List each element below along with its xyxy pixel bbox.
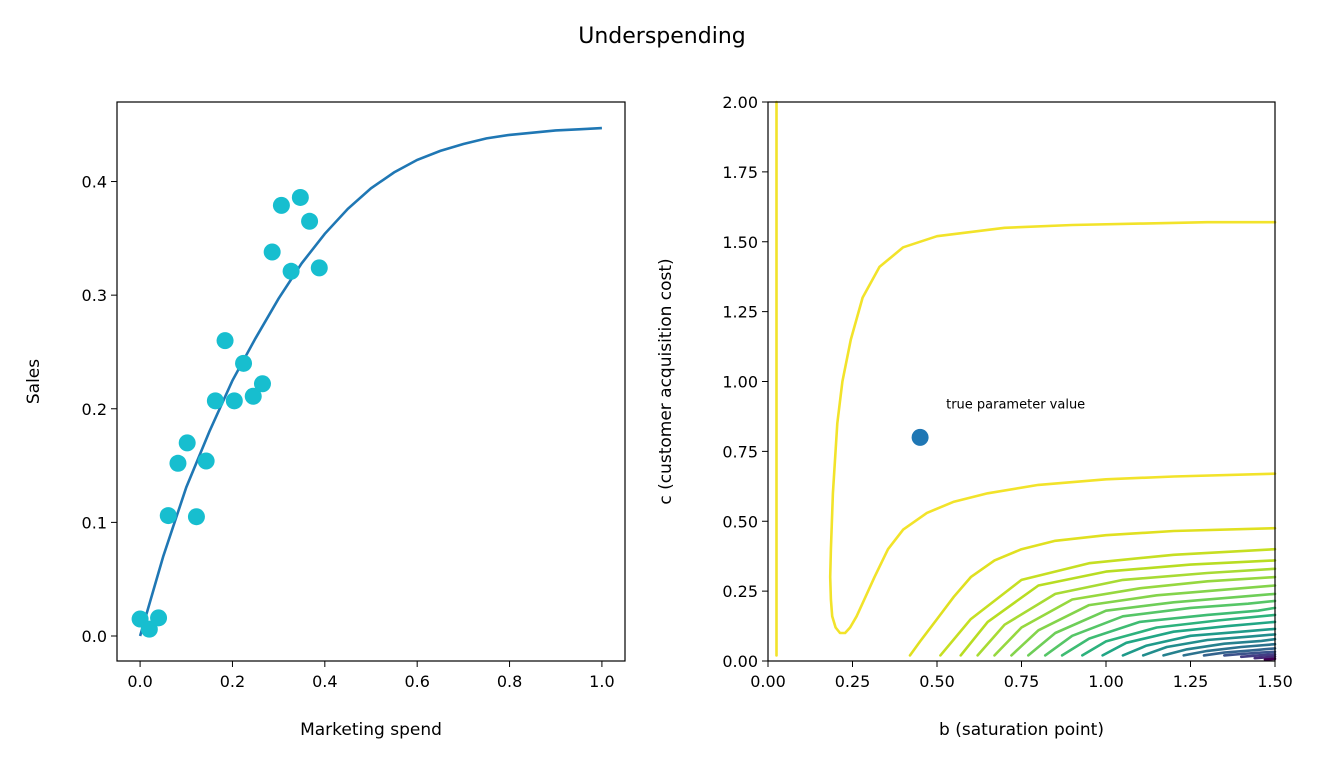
contour-line-11 — [1101, 620, 1277, 657]
contour-line-16 — [1202, 647, 1277, 657]
right-plot-ticks: 0.00 0.25 0.50 0.75 1.00 1.25 1.50 0.00 0.25 0.50… — [722, 93, 1292, 691]
left-plot-ytick-label: 0.0 — [82, 627, 107, 646]
left-plot-ytick-label: 0.1 — [82, 513, 107, 532]
right-plot-ytick-label: 1.00 — [722, 373, 758, 392]
right-plot-ytick-label: 0.75 — [722, 442, 758, 461]
figure-title: Underspending — [578, 24, 745, 49]
left-plot-frame — [116, 101, 626, 662]
contour-line-1 — [908, 526, 1277, 657]
data-point — [225, 392, 243, 410]
contour-line-5 — [993, 575, 1277, 657]
left-plot-content — [131, 126, 602, 638]
left-plot-ticks: 0.0 0.2 0.4 0.6 0.8 1.0 0.0 0.1 0.2 0.3 0.4 — [82, 173, 615, 691]
data-point — [244, 387, 262, 405]
data-point — [178, 434, 196, 452]
right-plot-ytick-label: 1.50 — [722, 233, 758, 252]
contour-line-20 — [1263, 657, 1277, 661]
right-plot-xtick-label: 1.00 — [1088, 672, 1124, 691]
data-point — [206, 392, 224, 410]
data-point — [235, 354, 253, 372]
data-point — [301, 212, 319, 230]
left-plot-xtick-label: 0.6 — [404, 672, 429, 691]
contour-line-7 — [1027, 592, 1277, 657]
left-plot-xtick-label: 0.4 — [312, 672, 337, 691]
data-point — [197, 452, 215, 470]
right-plot-xtick-label: 0.50 — [919, 672, 955, 691]
left-plot-ytick-label: 0.4 — [82, 173, 107, 192]
right-plot-ytick-label: 2.00 — [722, 93, 758, 112]
data-point — [310, 259, 328, 277]
contour-line-19 — [1253, 655, 1277, 660]
left-plot-ytick-label: 0.3 — [82, 286, 107, 305]
right-plot-ytick-label: 0.50 — [722, 512, 758, 531]
left-plot-ytick-label: 0.2 — [82, 400, 107, 419]
contour-line-12 — [1121, 627, 1277, 657]
right-plot-xtick-label: 1.25 — [1173, 672, 1209, 691]
left-plot-xtick-label: 0.2 — [220, 672, 245, 691]
data-point — [140, 620, 158, 638]
right-plot-xtick-label: 0.00 — [750, 672, 786, 691]
true-parameter-marker — [911, 428, 929, 446]
data-point — [282, 262, 300, 280]
data-point — [291, 188, 309, 206]
left-plot-xtick-label: 0.8 — [497, 672, 522, 691]
right-plot-ytick-label: 0.00 — [722, 652, 758, 671]
contour-line-3 — [959, 559, 1277, 657]
contour-line-9 — [1060, 606, 1277, 657]
data-point — [253, 375, 271, 393]
contour-line-8 — [1043, 599, 1277, 657]
right-plot-xtick-label: 0.75 — [1004, 672, 1040, 691]
data-point — [272, 196, 290, 214]
contour-line-14 — [1162, 637, 1277, 657]
contour-line-2 — [939, 547, 1277, 657]
left-plot: 0.0 0.2 0.4 0.6 0.8 1.0 0.0 0.1 0.2 0.3 0.4 Market… — [24, 101, 626, 740]
right-plot-frame — [767, 101, 1276, 662]
contour-line-0 — [828, 220, 1277, 635]
right-plot: true parameter value 0.00 0.25 0.50 0.75 1.0… — [656, 93, 1293, 740]
right-plot-ytick-label: 0.25 — [722, 582, 758, 601]
contour-line-13 — [1141, 633, 1277, 657]
contour-line-10 — [1081, 613, 1277, 657]
left-plot-xtick-label: 1.0 — [589, 672, 614, 691]
right-plot-xtick-label: 1.50 — [1257, 672, 1293, 691]
contour-line-6 — [1010, 584, 1277, 657]
left-plot-xtick-label: 0.0 — [127, 672, 152, 691]
right-plot-xlabel: b (saturation point) — [939, 720, 1104, 740]
left-plot-xlabel: Marketing spend — [300, 720, 442, 740]
right-plot-content: true parameter value — [775, 100, 1277, 661]
contour-line-4 — [976, 567, 1277, 657]
fitted-curve — [138, 126, 602, 637]
data-point — [169, 454, 187, 472]
contour-line-15 — [1182, 642, 1277, 657]
true-parameter-annotation: true parameter value — [946, 397, 1085, 412]
data-point — [150, 609, 168, 627]
right-plot-ytick-label: 1.75 — [722, 163, 758, 182]
left-plot-ylabel: Sales — [24, 359, 44, 404]
data-point — [159, 507, 177, 525]
data-point — [216, 332, 234, 350]
right-plot-ylabel: c (customer acquisition cost) — [656, 258, 676, 504]
contour-line-17 — [1223, 650, 1277, 657]
data-point — [187, 508, 205, 526]
data-point — [263, 243, 281, 261]
right-plot-xtick-label: 0.25 — [835, 672, 871, 691]
right-plot-ytick-label: 1.25 — [722, 303, 758, 322]
contour-line-18 — [1239, 653, 1277, 659]
